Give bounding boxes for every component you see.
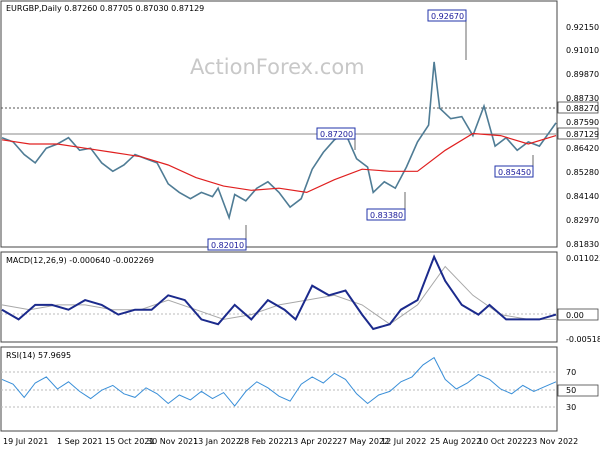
macd-y-tick-label: 0.011023 bbox=[566, 254, 600, 263]
x-tick-label: 13 Jan 2022 bbox=[193, 437, 241, 446]
jun-high-annotation-label: 0.87200 bbox=[320, 130, 353, 139]
watermark-text: ActionForex.com bbox=[190, 55, 365, 79]
x-tick-label: 13 Apr 2022 bbox=[288, 437, 337, 446]
rsi-panel-frame bbox=[0, 346, 558, 432]
price-y-tick-label: 0.85280 bbox=[566, 168, 599, 177]
rsi-current-label: 50 bbox=[566, 386, 576, 395]
x-tick-label: 25 Aug 2022 bbox=[430, 437, 481, 446]
price-y-tick-label: 0.88730 bbox=[566, 94, 599, 103]
price-y-tick-label: 0.81830 bbox=[566, 240, 599, 249]
x-tick-label: 23 Nov 2022 bbox=[527, 437, 578, 446]
x-tick-label: 19 Jul 2021 bbox=[3, 437, 48, 446]
price-y-tick-label: 0.84140 bbox=[566, 192, 599, 201]
rsi-value-box bbox=[557, 384, 599, 397]
feb-low-annotation-box bbox=[207, 238, 247, 251]
rsi-y-tick-label: 70 bbox=[566, 368, 576, 377]
x-tick-label: 27 May 2022 bbox=[337, 437, 389, 446]
current-price-label: 0.87129 bbox=[566, 130, 599, 139]
high-annotation-box bbox=[427, 9, 467, 22]
rsi-line bbox=[1, 356, 557, 407]
x-tick-label: 12 Jul 2022 bbox=[381, 437, 426, 446]
x-tick-label: 15 Oct 2021 bbox=[105, 437, 154, 446]
macd-current-label: 0.00 bbox=[566, 311, 584, 320]
price-panel-title: EURGBP,Daily 0.87260 0.87705 0.87030 0.8… bbox=[6, 4, 204, 13]
feb-low-annotation-label: 0.82010 bbox=[211, 241, 244, 250]
nov-low-annotation-label: 0.85450 bbox=[498, 168, 531, 177]
price-y-tick-label: 0.89870 bbox=[566, 70, 599, 79]
macd-panel-frame bbox=[0, 251, 558, 343]
x-tick-label: 1 Sep 2021 bbox=[57, 437, 103, 446]
price-y-tick-label: 0.82970 bbox=[566, 216, 599, 225]
x-tick-label: 28 Feb 2022 bbox=[239, 437, 289, 446]
price-y-tick-label: 0.86420 bbox=[566, 144, 599, 153]
current-price-box bbox=[557, 127, 599, 140]
aug-low-annotation-label: 0.83380 bbox=[370, 211, 403, 220]
price-y-tick-label: 0.87590 bbox=[566, 118, 599, 127]
macd-y-tick-label: -0.005182 bbox=[566, 335, 600, 344]
jun-high-annotation-box bbox=[316, 127, 356, 140]
price-y-tick-label: 0.91010 bbox=[566, 46, 599, 55]
rsi-panel-title: RSI(14) 57.9695 bbox=[6, 351, 71, 360]
price-y-tick-label: 0.92150 bbox=[566, 23, 599, 32]
nov-low-annotation-box bbox=[494, 165, 534, 178]
rsi-y-tick-label: 30 bbox=[566, 403, 576, 412]
resistance-value-box bbox=[557, 101, 599, 114]
resistance-value-label: 0.88270 bbox=[566, 104, 599, 113]
high-annotation-label: 0.92670 bbox=[431, 12, 464, 21]
macd-value-box bbox=[557, 308, 599, 321]
x-tick-label: 10 Oct 2022 bbox=[478, 437, 527, 446]
x-tick-label: 30 Nov 2021 bbox=[147, 437, 198, 446]
price-panel-frame bbox=[0, 0, 558, 248]
macd-main-line bbox=[1, 254, 557, 331]
moving-average-line bbox=[1, 132, 557, 194]
macd-panel-title: MACD(12,26,9) -0.000640 -0.002269 bbox=[6, 256, 154, 265]
price-series-line bbox=[1, 61, 557, 221]
aug-low-annotation-box bbox=[366, 208, 406, 221]
macd-signal-line bbox=[1, 265, 556, 325]
